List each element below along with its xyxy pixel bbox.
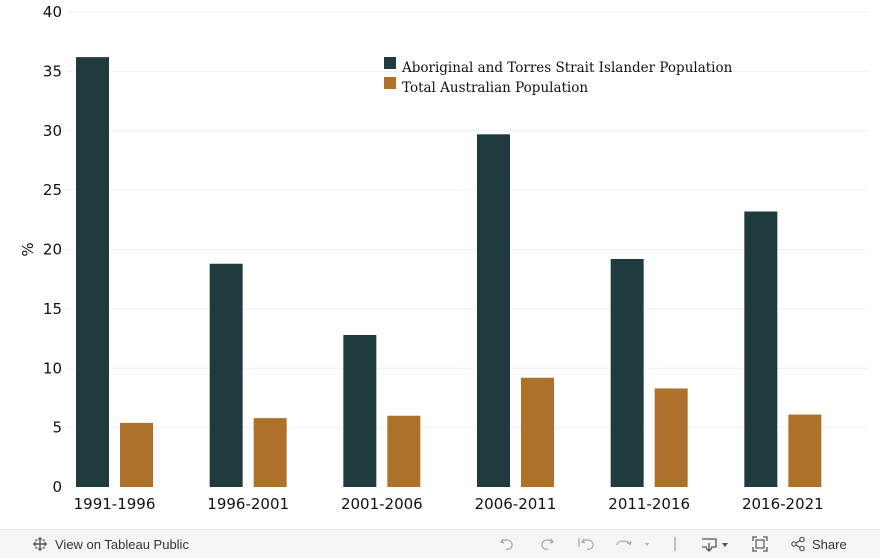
share-button[interactable]: Share — [790, 530, 847, 558]
bar-indigenous-2016-2021[interactable] — [744, 211, 778, 488]
x-tick-label: 2011-2016 — [608, 495, 690, 513]
y-axis-label: % — [19, 242, 37, 256]
y-tick-label: 35 — [43, 62, 62, 80]
bar-total-1991-1996[interactable] — [120, 422, 153, 487]
x-tick-label: 1991-1996 — [74, 495, 156, 513]
bar-indigenous-2011-2016[interactable] — [610, 259, 644, 487]
undo-icon — [498, 535, 516, 553]
toolbar-divider — [674, 530, 676, 558]
tableau-toolbar: View on Tableau Public — [0, 529, 880, 558]
bar-indigenous-1991-1996[interactable] — [76, 57, 109, 487]
y-tick-label: 25 — [43, 181, 62, 199]
bar-total-2001-2006[interactable] — [387, 415, 421, 487]
x-tick-label: 2001-2006 — [341, 495, 423, 513]
fullscreen-icon — [751, 535, 769, 553]
chart-area: 0 5 10 15 20 25 30 35 40% 1991-1996 1996-2001 2001-… — [19, 3, 868, 513]
y-tick-label: 30 — [43, 122, 62, 140]
bar-total-1996-2001[interactable] — [253, 418, 287, 487]
redo-button[interactable] — [538, 530, 556, 558]
bar-indigenous-2006-2011[interactable] — [477, 134, 510, 487]
download-icon — [700, 535, 732, 553]
legend-label: Total Australian Population — [402, 80, 588, 96]
fullscreen-button[interactable] — [751, 530, 769, 558]
y-tick-label: 20 — [43, 241, 62, 259]
legend-label: Aboriginal and Torres Strait Islander Po… — [401, 60, 733, 76]
legend-swatch — [384, 77, 396, 89]
x-tick-label: 2016-2021 — [742, 495, 824, 513]
bar-total-2016-2021[interactable] — [788, 414, 822, 487]
refresh-icon — [614, 535, 654, 553]
share-icon — [790, 536, 806, 552]
revert-icon — [576, 535, 596, 553]
bar-indigenous-2001-2006[interactable] — [343, 335, 377, 487]
view-on-tableau-public-label: View on Tableau Public — [55, 536, 189, 552]
view-on-tableau-public-link[interactable]: View on Tableau Public — [32, 530, 189, 558]
x-tick-label: 1996-2001 — [207, 495, 289, 513]
bar-indigenous-1996-2001[interactable] — [209, 263, 243, 487]
revert-button[interactable] — [576, 530, 596, 558]
redo-icon — [538, 535, 556, 553]
y-tick-label: 5 — [52, 419, 62, 437]
legend-swatch — [384, 57, 396, 69]
tableau-logo-icon — [32, 536, 48, 552]
share-label: Share — [812, 536, 847, 552]
refresh-button[interactable] — [614, 530, 654, 558]
y-tick-label: 10 — [43, 359, 62, 377]
y-tick-label: 40 — [43, 3, 62, 21]
x-tick-label: 2006-2011 — [475, 495, 557, 513]
y-tick-label: 15 — [43, 300, 62, 318]
download-button[interactable] — [700, 530, 732, 558]
y-tick-label: 0 — [52, 478, 62, 496]
bar-chart: 0 5 10 15 20 25 30 35 40% 1991-1996 1996-2001 2001-… — [19, 3, 868, 513]
bar-total-2006-2011[interactable] — [521, 377, 554, 487]
undo-button[interactable] — [498, 530, 516, 558]
bar-total-2011-2016[interactable] — [654, 388, 688, 487]
